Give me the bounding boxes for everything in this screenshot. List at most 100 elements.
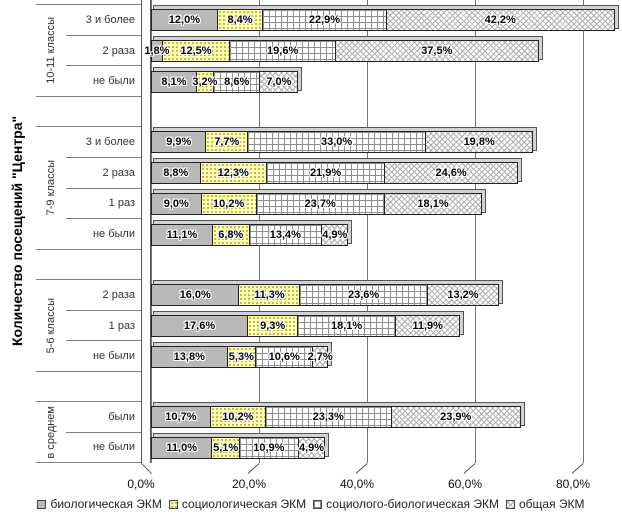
legend-item: социологическая ЭКМ	[168, 497, 307, 511]
group-label-block: 5-6 классы 2 раза 1 раз не были	[36, 279, 141, 372]
bar-segment: 19,6%	[229, 40, 336, 61]
stacked-bar: 10,7% 10,2% 23,3% 23,9%	[151, 405, 521, 428]
segment-value-label: 2,7%	[307, 350, 333, 363]
bar-segment: 33,0%	[247, 131, 426, 152]
bar-group: 10-11 классы 3 и более 2 раза не были 12,0% 8…	[36, 4, 622, 97]
segment-value-label: 8,8%	[163, 166, 189, 179]
category-labels: 2 раза 1 раз не были	[66, 280, 141, 371]
group-bars: 12,0% 8,4% 22,9% 42,2% 1,8% 12,5% 19,6% 37,5% 8,…	[144, 4, 622, 97]
group-label-cell: в среднем	[36, 402, 66, 462]
segment-value-label: 11,3%	[254, 288, 285, 301]
category-labels: 3 и более 2 раза 1 раз не были	[66, 127, 141, 249]
bar-segment: 37,5%	[335, 40, 538, 61]
segment-value-label: 13,8%	[173, 350, 205, 363]
bar-segment: 9,3%	[247, 315, 298, 336]
category-label: 1 раз	[66, 187, 141, 219]
category-label: 1 раз	[66, 309, 141, 341]
stacked-bar: 1,8% 12,5% 19,6% 37,5%	[144, 39, 539, 62]
bar-row: 17,6% 9,3% 18,1% 11,9%	[151, 310, 622, 341]
segment-value-label: 12,5%	[180, 44, 212, 57]
bar-segment: 8,8%	[152, 162, 200, 183]
gridline	[367, 0, 368, 463]
bar-segment: 11,0%	[152, 437, 212, 458]
segment-value-label: 10,6%	[268, 350, 300, 363]
legend-label: социологическая ЭКМ	[181, 497, 307, 511]
segment-value-label: 13,2%	[447, 288, 479, 301]
segment-value-label: 19,6%	[267, 44, 299, 57]
x-tick-mark	[571, 463, 584, 474]
stacked-bar: 8,8% 12,3% 21,9% 24,6%	[151, 161, 518, 184]
segment-value-label: 9,0%	[163, 197, 189, 210]
bar-segment: 13,4%	[248, 224, 322, 245]
bar-segment: 17,6%	[152, 315, 248, 336]
bar-row: 8,8% 12,3% 21,9% 24,6%	[151, 157, 622, 188]
bar-row: 9,0% 10,2% 23,7% 18,1%	[151, 188, 622, 219]
segment-value-label: 10,7%	[165, 410, 197, 423]
bar-segment: 7,0%	[259, 71, 298, 92]
segment-value-label: 24,6%	[435, 166, 467, 179]
x-tick-label: 0,0%	[127, 477, 155, 491]
bar-segment: 23,3%	[264, 406, 391, 427]
category-label: были	[108, 410, 135, 423]
category-label: 2 раза	[66, 34, 141, 66]
segment-value-label: 13,4%	[269, 228, 301, 241]
group-label-block: 7-9 классы 3 и более 2 раза 1 раз не были	[36, 126, 141, 250]
stacked-bar: 13,8% 5,3% 10,6% 2,7%	[151, 345, 333, 368]
group-label: 7-9 классы	[45, 160, 57, 216]
bar-row: 13,8% 5,3% 10,6% 2,7%	[151, 341, 622, 372]
plot-area: 10-11 классы 3 и более 2 раза не были 12,0% 8…	[36, 0, 622, 463]
gridline	[583, 0, 584, 463]
group-label: в среднем	[45, 405, 57, 459]
segment-value-label: 12,3%	[217, 166, 249, 179]
bar-segment: 3,2%	[192, 71, 217, 92]
segment-value-label: 10,2%	[213, 197, 245, 210]
bar-segment: 2,7%	[308, 346, 333, 367]
x-tick-label: 20,0%	[231, 477, 267, 491]
segment-value-label: 23,3%	[312, 410, 344, 423]
segment-value-label: 33,0%	[321, 135, 353, 148]
segment-value-label: 8,6%	[224, 75, 250, 88]
bar-group: 5-6 классы 2 раза 1 раз не были 16,0% 11,3% 23…	[36, 279, 622, 372]
bar-segment: 13,8%	[152, 346, 227, 367]
bar-groups: 10-11 классы 3 и более 2 раза не были 12,0% 8…	[36, 0, 622, 463]
bar-segment: 8,4%	[216, 9, 263, 30]
bar-segment: 42,2%	[385, 9, 614, 30]
segment-value-label: 11,1%	[166, 228, 198, 241]
legend-label: биологическая ЭКМ	[50, 497, 162, 511]
bar-segment: 10,2%	[200, 193, 256, 214]
bar-segment: 8,1%	[152, 71, 196, 92]
bar-segment: 4,9%	[297, 437, 325, 458]
bar-segment: 23,6%	[299, 284, 427, 305]
bar-segment: 22,9%	[262, 9, 386, 30]
stacked-bar: 9,9% 7,7% 33,0% 19,8%	[151, 130, 534, 153]
segment-value-label: 42,2%	[484, 13, 516, 26]
bar-segment: 1,8%	[144, 40, 169, 61]
x-tick-label: 60,0%	[447, 477, 483, 491]
segment-value-label: 21,9%	[309, 166, 342, 179]
bar-row: 1,8% 12,5% 19,6% 37,5%	[144, 35, 622, 66]
bar-segment: 10,9%	[238, 437, 298, 458]
stacked-bar: 16,0% 11,3% 23,6% 13,2%	[151, 283, 500, 306]
group-bars: 9,9% 7,7% 33,0% 19,8% 8,8% 12,3% 21,9% 24,6% 9,0…	[151, 126, 622, 250]
bar-group: в среднем были не были 10,7% 10,2% 23,3% 23,9%…	[36, 401, 622, 463]
bar-segment: 11,9%	[394, 315, 460, 336]
bar-row: 16,0% 11,3% 23,6% 13,2%	[151, 279, 622, 310]
bar-segment: 10,2%	[209, 406, 265, 427]
segment-value-label: 7,0%	[266, 75, 292, 88]
segment-value-label: 18,1%	[417, 197, 449, 210]
legend-label: общая ЭКМ	[518, 497, 585, 511]
bar-segment: 10,7%	[152, 406, 210, 427]
group-label-block: 10-11 классы 3 и более 2 раза не были	[36, 4, 141, 97]
bar-segment: 7,7%	[205, 131, 248, 152]
bar-segment: 10,6%	[255, 346, 313, 367]
legend-item: социолого-биологическая ЭКМ	[313, 497, 499, 511]
segment-value-label: 3,2%	[192, 75, 218, 88]
segment-value-label: 8,4%	[227, 13, 253, 26]
bar-row: 10,7% 10,2% 23,3% 23,9%	[151, 401, 622, 432]
segment-value-label: 11,9%	[412, 319, 443, 332]
category-label: 2 раза	[66, 156, 141, 188]
bar-segment: 6,8%	[211, 224, 249, 245]
category-label: 3 и более	[85, 135, 135, 148]
bar-row: 11,0% 5,1% 10,9% 4,9%	[151, 432, 622, 463]
stacked-bar: 8,1% 3,2% 8,6% 7,0%	[151, 70, 299, 93]
